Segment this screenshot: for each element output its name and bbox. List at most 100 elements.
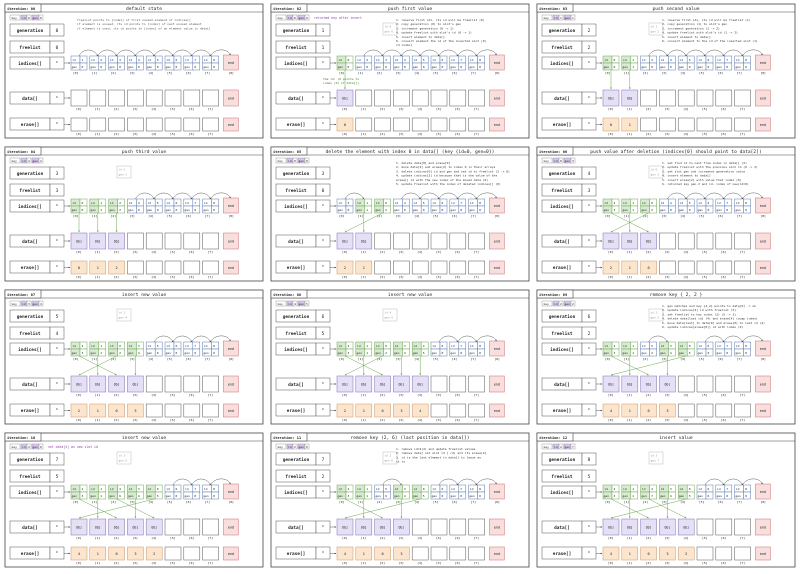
data-index-label: [6]: [721, 536, 727, 540]
key-label-box: [9, 300, 21, 307]
indices-id-label: id: [470, 487, 474, 491]
indices-gen-value: 0: [176, 351, 178, 355]
key-gen-label: gen: [299, 159, 305, 163]
erase-end-label: end: [228, 266, 234, 270]
indices-index-label: [7]: [737, 214, 743, 218]
erase-empty-cell: [734, 546, 751, 561]
indices-gen-value: 0: [213, 494, 215, 498]
erase-end-label: end: [228, 123, 234, 127]
erase-index-label: [3]: [132, 132, 138, 136]
indices-index-label: [3]: [661, 214, 667, 218]
indices-index-label: [6]: [718, 500, 724, 504]
indices-gen-label: gen: [356, 351, 362, 355]
indices-gen-cell: [611, 205, 620, 214]
indices-pointer-mark: *: [56, 204, 59, 209]
erase-filled-cell: [355, 260, 373, 275]
indices-id-label: id: [717, 201, 721, 205]
data-empty-cell: [202, 518, 219, 536]
erase-pointer-mark: *: [56, 551, 59, 556]
indices-index-label: [2]: [111, 500, 117, 504]
indices-gen-cell: [420, 491, 429, 500]
data-empty-cell: [183, 518, 201, 536]
generation-label: generation: [17, 28, 44, 34]
erase-index-label: [5]: [702, 418, 708, 422]
data-object-label: Obj: [133, 383, 139, 387]
indices-id-label: id: [338, 58, 342, 62]
erase-end-label: end: [228, 552, 234, 556]
generation-value: 7: [56, 457, 59, 463]
indices-label: indices[]: [18, 347, 42, 353]
erase-index-label: [6]: [455, 275, 461, 279]
indices-index-label: [0]: [73, 71, 79, 75]
note-line: freelist points to [index] of first unus…: [77, 18, 191, 22]
data-index-label: [2]: [114, 250, 120, 254]
data-object-cell: [602, 89, 620, 107]
data-empty-cell: [430, 232, 448, 250]
key-gen-value-box: [38, 14, 44, 21]
indices-gen-cell: [630, 62, 639, 71]
indices-gen-label: gen: [203, 351, 209, 355]
key-gen-label: gen: [33, 445, 39, 449]
data-empty-cell: [393, 89, 410, 107]
generation-value: 3: [322, 171, 325, 177]
key-label: key: [12, 16, 18, 20]
freelist-chain-arrow: [723, 49, 743, 57]
panel-title: delete the element with index 0 in data[…: [326, 149, 495, 155]
data-index-label: [2]: [380, 107, 386, 111]
data-empty-cell: [164, 232, 182, 250]
indices-gen-label: gen: [109, 65, 115, 69]
erase-end-box: [755, 260, 771, 275]
freelist-chain-arrow: [438, 335, 458, 343]
key-gen-value: 7: [572, 445, 574, 449]
erase-value-box: [581, 260, 597, 274]
freelist-chain-arrow: [438, 192, 458, 200]
indices-pointer-mark: *: [322, 347, 325, 352]
data-empty-cell: [411, 89, 429, 107]
note-line: 4. update freelist with slot's id (0 -> …: [396, 31, 472, 35]
key-label-box: [275, 300, 287, 307]
indices-end-box: [489, 340, 505, 357]
erase-end-label: end: [228, 409, 234, 413]
indices-id-label: id: [376, 487, 380, 491]
indices-id-value: 1: [366, 487, 368, 491]
erase-filled-cell: [393, 546, 410, 561]
erase-index-label: [0]: [608, 561, 614, 565]
data-empty-cell: [715, 232, 733, 250]
erase-empty-cell: [449, 546, 467, 561]
indices-gen-label: gen: [72, 494, 78, 498]
data-empty-cell: [734, 375, 751, 393]
indices-id-label: id: [110, 201, 114, 205]
indices-id-value: 1: [100, 201, 102, 205]
indices-index-label: [4]: [148, 500, 154, 504]
data-index-label: [3]: [398, 536, 404, 540]
erase-index-label: [6]: [189, 561, 195, 565]
indices-gen-value: 3: [348, 494, 350, 498]
indices-id-label: id: [129, 201, 133, 205]
data-object-cell: [70, 375, 88, 393]
indices-gen-cell: [420, 348, 429, 357]
indices-index-label: [5]: [433, 357, 439, 361]
data-index-label: [2]: [646, 250, 652, 254]
indices-id-value: 6: [176, 58, 178, 62]
data-object-label: Obj: [76, 526, 82, 530]
erase-pointer-mark: *: [588, 122, 591, 127]
erase-empty-cell: [183, 546, 201, 561]
erase-index-label: [0]: [76, 132, 82, 136]
erase-index-label: [3]: [664, 275, 670, 279]
data-object-cell: [602, 232, 620, 250]
data-empty-cell: [715, 89, 733, 107]
data-object-label: Obj: [114, 383, 120, 387]
data-index-label: [3]: [132, 536, 138, 540]
iteration-label: iteration: 05: [273, 150, 301, 154]
data-object-cell: [336, 518, 354, 536]
erase-filled-cell: [374, 546, 391, 561]
indices-id-label: id: [338, 201, 342, 205]
indices-gen-cell: [345, 62, 354, 71]
indices-gen-cell: [79, 62, 88, 71]
freelist-end-arrow: [742, 192, 763, 200]
indices-gen-cell: [458, 62, 467, 71]
erase-empty-cell: [202, 546, 219, 561]
erase-value: 4: [78, 552, 80, 556]
erase-filled-cell: [659, 403, 676, 418]
key-id-value-box: [292, 300, 298, 307]
